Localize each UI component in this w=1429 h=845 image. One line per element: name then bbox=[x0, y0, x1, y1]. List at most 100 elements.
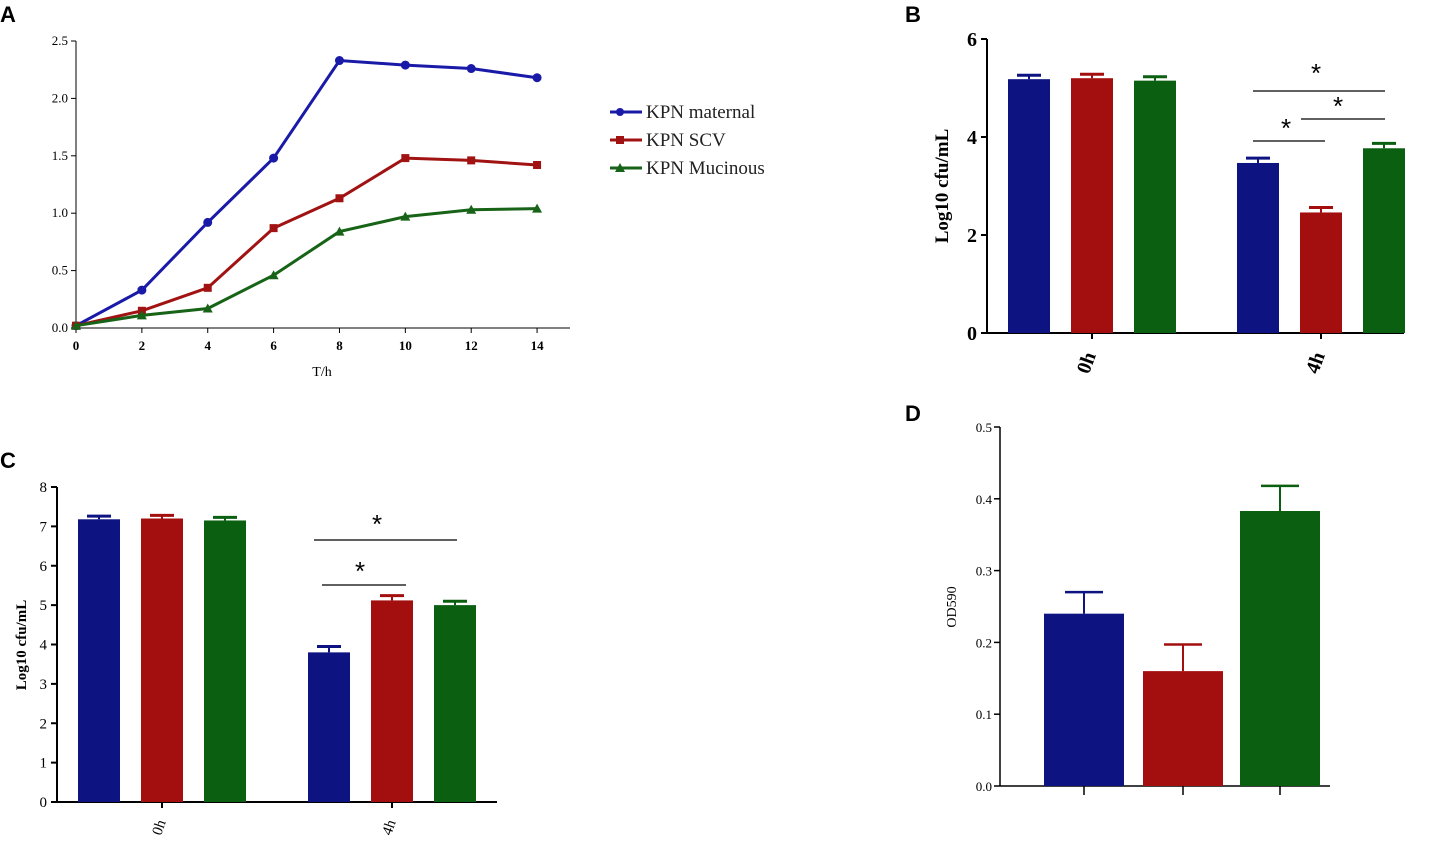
panel-c-bar-0h-1 bbox=[78, 519, 120, 802]
panel-c-sig-star: * bbox=[355, 556, 365, 586]
panel-b-bar-chart: 0 2 4 6 0h 4h * * * bbox=[967, 29, 1405, 377]
panel-a-point bbox=[71, 320, 81, 330]
panel-a-series-line-2 bbox=[75, 156, 538, 328]
panel-a-y-tick-label: 1.0 bbox=[52, 205, 68, 220]
panel-letter-d: D bbox=[905, 401, 921, 426]
panel-c-y-tick-label: 3 bbox=[40, 677, 48, 693]
panel-a-line-chart: 0.0 0.5 1.0 1.5 2.0 2.5 0 2 4 6 8 10 12 14 bbox=[52, 33, 570, 353]
panel-c-bar-4h-2 bbox=[371, 600, 413, 802]
panel-a-x-tick-label: 8 bbox=[336, 338, 343, 353]
panel-d-bar-chart: 0.0 0.1 0.2 0.3 0.4 0.5 bbox=[976, 420, 1330, 795]
legend-marker-triangle bbox=[615, 163, 625, 172]
panel-a-point bbox=[400, 60, 410, 70]
panel-c-x-tick-label: 0h bbox=[150, 817, 170, 837]
legend-marker-circle bbox=[616, 108, 624, 116]
panel-a-x-tick-label: 6 bbox=[270, 338, 277, 353]
panel-c-bar-4h-1 bbox=[308, 652, 350, 802]
legend-item-maternal: KPN maternal bbox=[610, 102, 755, 123]
legend-label-maternal: KPN maternal bbox=[646, 102, 755, 123]
panel-d-y-tick-label: 0.4 bbox=[976, 492, 993, 507]
panel-b-y-tick-label: 4 bbox=[967, 127, 977, 149]
panel-a-point bbox=[335, 194, 344, 203]
panel-a-point bbox=[532, 203, 543, 213]
legend-item-mucinous: KPN Mucinous bbox=[610, 158, 765, 179]
panel-d-y-tick-label: 0.2 bbox=[976, 635, 992, 650]
panel-c-y-label: Log10 cfu/mL bbox=[14, 600, 30, 690]
panel-a-x-tick-label: 12 bbox=[465, 338, 478, 353]
panel-letter-c: C bbox=[0, 448, 16, 473]
panel-d-bar-2 bbox=[1143, 671, 1223, 786]
panel-a-point bbox=[203, 217, 213, 227]
panel-b-y-tick-label: 6 bbox=[967, 29, 977, 51]
panel-c-bar-4h-3 bbox=[434, 605, 476, 802]
legend: KPN maternal KPN SCV KPN Mucinous bbox=[610, 102, 765, 179]
panel-c-y-tick-label: 4 bbox=[40, 638, 48, 654]
panel-d-y-tick-label: 0.3 bbox=[976, 564, 992, 579]
panel-a-point bbox=[334, 56, 344, 66]
panel-a-point bbox=[334, 226, 345, 236]
legend-marker-square bbox=[616, 136, 624, 144]
panel-d-bar-1 bbox=[1044, 613, 1124, 786]
panel-a-point bbox=[269, 224, 278, 233]
panel-a-point bbox=[466, 204, 477, 214]
panel-b-bar-0h-1 bbox=[1008, 79, 1050, 334]
panel-c-bar-0h-3 bbox=[204, 520, 246, 802]
panel-b-sig-star: * bbox=[1311, 58, 1321, 88]
panel-b-y-tick-label: 0 bbox=[967, 323, 977, 345]
panel-a-series-line-3 bbox=[75, 207, 538, 328]
panel-c-x-tick-label: 4h bbox=[380, 817, 400, 837]
panel-d-y-tick-label: 0.0 bbox=[976, 779, 992, 794]
panel-a-point bbox=[400, 211, 411, 221]
panel-b-bar-0h-2 bbox=[1071, 78, 1113, 333]
panel-b-sig-star: * bbox=[1281, 113, 1291, 143]
panel-a-point bbox=[401, 154, 410, 163]
panel-a-y-tick-label: 2.5 bbox=[52, 33, 68, 48]
panel-a-x-tick-label: 14 bbox=[531, 338, 545, 353]
panel-a-x-label: T/h bbox=[312, 365, 331, 380]
panel-a-x-tick-label: 2 bbox=[139, 338, 146, 353]
panel-b-bar-0h-3 bbox=[1134, 80, 1176, 334]
panel-c-sig-star: * bbox=[372, 509, 382, 539]
panel-a-point bbox=[466, 64, 476, 74]
panel-c-bar-chart: 0 1 2 3 4 5 6 7 8 0h 4h ** bbox=[40, 480, 497, 837]
legend-label-mucinous: KPN Mucinous bbox=[646, 158, 765, 179]
panel-a-series-line-1 bbox=[75, 58, 538, 328]
panel-d-y-label: OD590 bbox=[945, 586, 960, 627]
panel-a-y-tick-label: 0.0 bbox=[52, 320, 68, 335]
panel-c-y-tick-label: 2 bbox=[40, 716, 48, 732]
panel-c-y-tick-label: 1 bbox=[40, 756, 48, 772]
panel-a-point bbox=[268, 270, 279, 280]
legend-label-scv: KPN SCV bbox=[646, 130, 726, 151]
panel-c-bar-0h-2 bbox=[141, 518, 183, 802]
panel-a-x-tick-label: 4 bbox=[204, 338, 211, 353]
panel-d-bar-3 bbox=[1240, 511, 1320, 786]
panel-c-y-tick-label: 8 bbox=[40, 480, 48, 496]
panel-b-y-tick-label: 2 bbox=[967, 225, 977, 247]
panel-d-y-tick-label: 0.1 bbox=[976, 707, 992, 722]
panel-a-point bbox=[203, 283, 212, 292]
panel-c-y-tick-label: 6 bbox=[40, 559, 48, 575]
panel-a-point bbox=[533, 160, 542, 169]
panel-c-y-tick-label: 5 bbox=[40, 598, 48, 614]
panel-b-x-tick-label: 0h bbox=[1073, 349, 1101, 376]
panel-a-y-tick-label: 1.5 bbox=[52, 148, 68, 163]
panel-a-x-tick-label: 10 bbox=[399, 338, 412, 353]
panel-b-y-label: Log10 cfu/mL bbox=[932, 129, 953, 244]
panel-a-point bbox=[136, 310, 147, 320]
panel-b-sig-star: * bbox=[1333, 91, 1343, 121]
panel-a-y-tick-label: 0.5 bbox=[52, 263, 68, 278]
panel-letter-b: B bbox=[905, 2, 921, 27]
panel-b-x-tick-label: 4h bbox=[1302, 349, 1330, 376]
panel-a-x-tick-label: 0 bbox=[73, 338, 80, 353]
panel-a-point bbox=[532, 73, 542, 83]
panel-b-bar-4h-1 bbox=[1237, 162, 1279, 333]
panel-letter-a: A bbox=[0, 2, 16, 27]
panel-a-point bbox=[202, 303, 213, 313]
panel-c-y-tick-label: 7 bbox=[40, 519, 48, 535]
panel-d-y-tick-label: 0.5 bbox=[976, 420, 992, 435]
panel-a-y-tick-label: 2.0 bbox=[52, 90, 68, 105]
panel-a-point bbox=[137, 285, 147, 295]
panel-a-point bbox=[269, 153, 279, 163]
panel-a-point bbox=[467, 156, 476, 165]
